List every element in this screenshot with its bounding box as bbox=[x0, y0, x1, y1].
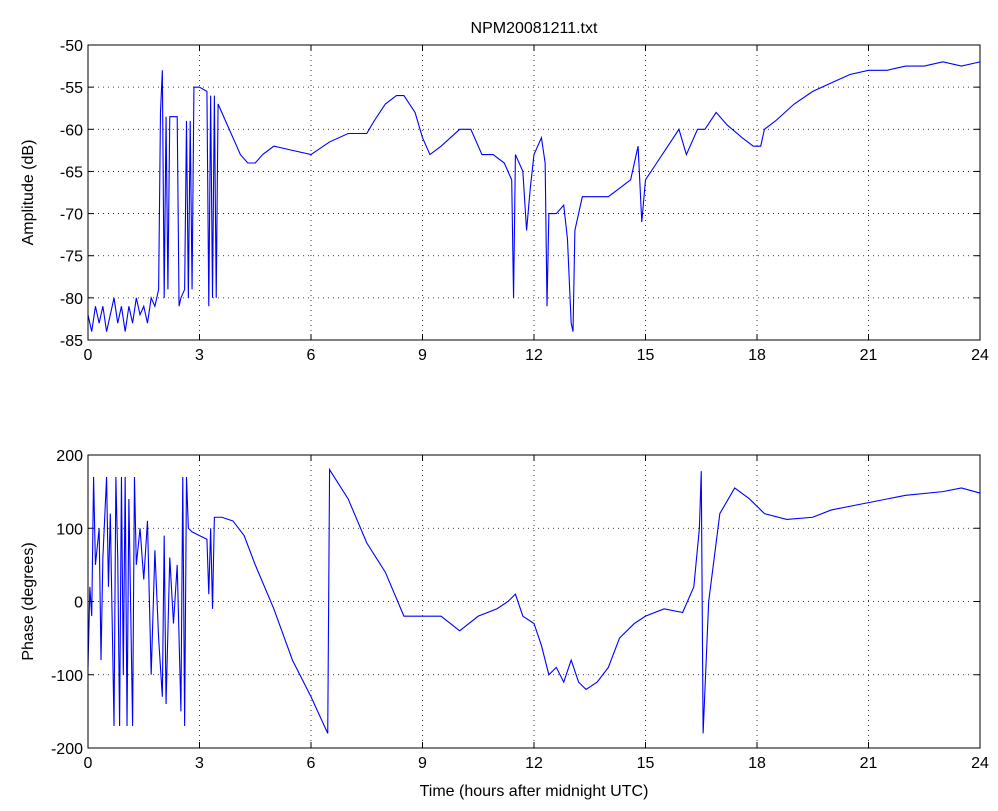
y-tick-label: -55 bbox=[60, 80, 83, 97]
y-tick-label: -65 bbox=[60, 164, 83, 181]
x-axis-label: Time (hours after midnight UTC) bbox=[420, 783, 649, 800]
y-tick-label: -75 bbox=[60, 249, 83, 266]
x-tick-label: 18 bbox=[748, 347, 766, 364]
y-axis-label: Phase (degrees) bbox=[20, 542, 37, 660]
data-line bbox=[87, 61, 981, 332]
y-axis-label: Amplitude (dB) bbox=[20, 140, 37, 246]
x-tick-label: 9 bbox=[418, 347, 427, 364]
x-tick-label: 0 bbox=[84, 755, 93, 772]
x-tick-label: 3 bbox=[195, 347, 204, 364]
y-tick-label: -85 bbox=[60, 333, 83, 350]
x-tick-label: 12 bbox=[525, 347, 543, 364]
x-tick-label: 18 bbox=[748, 755, 766, 772]
x-tick-label: 0 bbox=[84, 347, 93, 364]
chart-title: NPM20081211.txt bbox=[471, 20, 598, 37]
y-tick-label: -80 bbox=[60, 291, 83, 308]
x-tick-label: 9 bbox=[418, 755, 427, 772]
y-tick-label: 200 bbox=[56, 448, 83, 465]
x-tick-label: 12 bbox=[525, 755, 543, 772]
y-tick-label: -70 bbox=[60, 207, 83, 224]
x-tick-label: 21 bbox=[860, 347, 878, 364]
y-tick-label: 0 bbox=[74, 595, 83, 612]
y-tick-label: 100 bbox=[56, 521, 83, 538]
x-tick-label: 6 bbox=[307, 755, 316, 772]
x-tick-label: 15 bbox=[637, 755, 655, 772]
x-tick-label: 21 bbox=[860, 755, 878, 772]
x-tick-label: 15 bbox=[637, 347, 655, 364]
x-tick-label: 6 bbox=[307, 347, 316, 364]
x-tick-label: 24 bbox=[971, 755, 989, 772]
axes-box bbox=[87, 44, 981, 341]
x-tick-label: 24 bbox=[971, 347, 989, 364]
y-tick-label: -100 bbox=[51, 668, 83, 685]
y-tick-label: -60 bbox=[60, 122, 83, 139]
x-tick-label: 3 bbox=[195, 755, 204, 772]
axes-box bbox=[87, 454, 981, 749]
y-tick-label: -200 bbox=[51, 741, 83, 758]
data-line bbox=[87, 467, 981, 734]
y-tick-label: -50 bbox=[60, 38, 83, 55]
